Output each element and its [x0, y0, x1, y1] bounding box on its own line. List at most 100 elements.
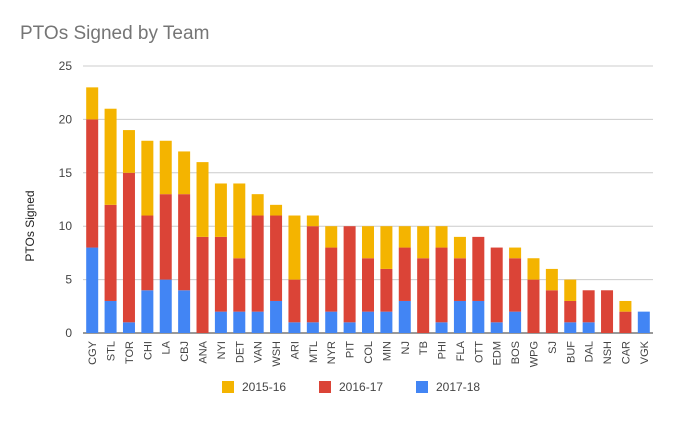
bar-segment	[104, 108, 117, 205]
bar-segment	[288, 322, 301, 333]
bar-segment	[637, 311, 650, 333]
y-axis-label: PTOs Signed	[23, 190, 37, 261]
bar-segment	[104, 300, 117, 333]
bar-segment	[490, 247, 503, 323]
x-tick-label: BUF	[565, 341, 577, 363]
x-tick-label: WPG	[528, 341, 540, 367]
x-tick-label: SJ	[547, 341, 559, 354]
bar-segment	[509, 258, 522, 312]
y-tick-label: 15	[59, 166, 73, 180]
bar-segment	[453, 300, 466, 333]
bar-segment	[233, 183, 246, 259]
x-tick-label: PIT	[345, 341, 357, 358]
bar-segment	[362, 311, 374, 333]
x-tick-label: CBJ	[179, 341, 191, 362]
bar-segment	[178, 151, 191, 195]
bar-segment	[214, 311, 227, 333]
legend-label: 2015-16	[242, 380, 286, 394]
x-tick-label: PHI	[437, 341, 449, 359]
bar-segment	[453, 258, 466, 301]
bar-segment	[417, 226, 430, 259]
bar-segment	[196, 162, 209, 237]
bar-segment	[214, 236, 227, 312]
bar-segment	[270, 204, 283, 216]
bar-segment	[398, 247, 411, 301]
bar-segment	[325, 247, 338, 312]
bar-segment	[306, 215, 319, 227]
x-tick-label: DET	[234, 341, 246, 363]
bar-segment	[343, 322, 356, 333]
bar-segment	[325, 226, 338, 248]
y-tick-label: 20	[59, 112, 73, 126]
bar-segment	[86, 247, 99, 333]
bar-segment	[435, 322, 448, 333]
bar-segment	[288, 279, 301, 323]
bar-segment	[490, 322, 503, 333]
y-tick-label: 25	[59, 59, 73, 73]
bar-segment	[417, 258, 430, 333]
bar-segment	[251, 215, 264, 312]
x-tick-label: NSH	[602, 341, 614, 364]
x-tick-label: STL	[106, 341, 118, 361]
x-tick-label: OTT	[473, 341, 485, 363]
bar-segment	[270, 215, 283, 301]
bar-segment	[380, 311, 393, 333]
bar-segment	[178, 194, 191, 291]
bar-segment	[233, 258, 246, 312]
bar-segment	[527, 279, 540, 333]
y-tick-label: 5	[65, 273, 72, 287]
bar-segment	[435, 247, 448, 323]
bar-segment	[196, 236, 209, 333]
bar-segment	[86, 119, 99, 248]
bar-segment	[453, 236, 466, 259]
bar-segment	[380, 226, 393, 269]
bar-segment	[509, 247, 522, 259]
bar-segment	[141, 215, 154, 291]
bar-segment	[122, 130, 135, 173]
bar-segment	[104, 204, 117, 301]
bar-segment	[527, 258, 540, 280]
x-tick-label: EDM	[492, 341, 504, 365]
bar-segment	[362, 226, 374, 259]
bar-segment	[564, 300, 577, 323]
bar-segment	[564, 279, 577, 301]
x-tick-label: NJ	[400, 341, 412, 354]
x-tick-label: ANA	[198, 340, 210, 363]
bar-segment	[564, 322, 577, 333]
bar-segment	[398, 226, 411, 248]
x-tick-label: FLA	[455, 340, 467, 361]
x-tick-label: VAN	[253, 341, 265, 363]
bar-segment	[325, 311, 338, 333]
bar-segment	[288, 215, 301, 280]
x-tick-label: WSH	[271, 341, 283, 367]
chart-title: PTOs Signed by Team	[20, 23, 209, 44]
bar-segment	[251, 311, 264, 333]
bar-segment	[141, 140, 154, 216]
x-tick-label: ARI	[289, 341, 301, 359]
bar-segment	[178, 290, 191, 333]
bar-segment	[582, 322, 595, 333]
bar-segment	[509, 311, 522, 333]
bar-segment	[619, 300, 632, 312]
bar-segment	[86, 87, 99, 120]
bar-segment	[472, 300, 485, 333]
legend-label: 2017-18	[436, 380, 480, 394]
x-tick-label: BOS	[510, 341, 522, 364]
x-tick-label: LA	[161, 340, 173, 354]
bar-segment	[545, 290, 558, 333]
y-axis-tick-labels: 0 5 10 15 20 25	[59, 59, 73, 340]
x-tick-label: TOR	[124, 341, 136, 364]
bar-segment	[306, 322, 319, 333]
bar-segment	[343, 226, 356, 323]
y-tick-label: 10	[59, 219, 73, 233]
x-tick-label: CHI	[142, 341, 154, 360]
bar-segment	[233, 311, 246, 333]
x-tick-label: MTL	[308, 341, 320, 363]
bar-segment	[601, 290, 614, 333]
bar-segment	[214, 183, 227, 237]
x-tick-label: NYI	[216, 341, 228, 359]
bar-segment	[380, 268, 393, 312]
bar-segment	[472, 236, 485, 301]
